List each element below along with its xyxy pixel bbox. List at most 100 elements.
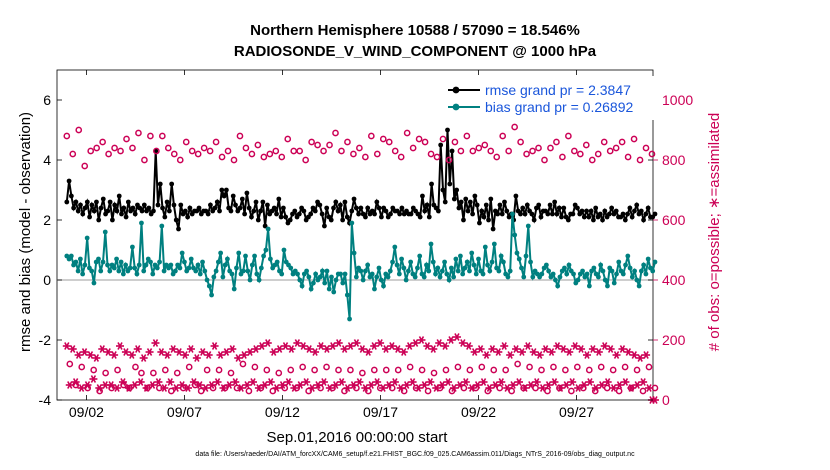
- obs-assimilated-point: [163, 351, 172, 359]
- data-point: [643, 271, 649, 277]
- data-point: [274, 259, 280, 265]
- data-point: [279, 271, 285, 277]
- data-point: [632, 268, 638, 274]
- asterisk-stroke: [551, 378, 558, 386]
- obs-assimilated-point: [473, 381, 482, 389]
- obs-assimilated-point: [65, 381, 74, 389]
- data-point: [543, 262, 549, 268]
- obs-assimilated-point: [337, 378, 346, 386]
- data-point: [344, 214, 350, 220]
- obs-possible-point: [588, 156, 596, 164]
- obs-assimilated-point: [387, 342, 396, 350]
- data-point: [107, 199, 113, 205]
- data-point: [202, 268, 208, 274]
- data-point: [71, 205, 77, 211]
- data-point: [609, 205, 615, 211]
- data-point: [331, 289, 337, 295]
- obs-assimilated-point: [523, 342, 532, 350]
- asterisk-stroke: [613, 351, 620, 359]
- data-point: [570, 211, 576, 217]
- y2-tick-label: 800: [662, 152, 686, 168]
- obs-possible-point: [624, 153, 632, 161]
- obs-assimilated-point: [417, 336, 426, 344]
- asterisk-stroke: [619, 345, 626, 353]
- obs-possible-point: [451, 138, 459, 146]
- data-point: [571, 271, 576, 277]
- obs-assimilated-point: [411, 339, 420, 347]
- obs-possible-point: [326, 141, 333, 149]
- obs-possible-point: [135, 129, 142, 137]
- obs-assimilated-point: [160, 384, 169, 392]
- asterisk-stroke: [149, 381, 156, 389]
- data-point: [463, 196, 469, 202]
- x-tick-label: 09/22: [461, 404, 496, 420]
- asterisk-stroke: [356, 378, 363, 386]
- obs-assimilated-point: [390, 378, 399, 386]
- data-point: [435, 208, 441, 214]
- obs-assimilated-point: [216, 351, 225, 359]
- obs-possible-point: [188, 147, 196, 155]
- data-point: [209, 292, 214, 298]
- obs-possible-point: [445, 156, 453, 164]
- data-point: [437, 274, 443, 280]
- asterisk-stroke: [78, 384, 85, 392]
- obs-assimilated-point: [231, 378, 240, 386]
- asterisk-stroke: [584, 351, 590, 359]
- obs-assimilated-point: [107, 381, 116, 389]
- data-point: [481, 214, 487, 220]
- obs-possible-point: [117, 147, 124, 155]
- data-point: [337, 202, 343, 208]
- asterisk-stroke: [327, 384, 333, 392]
- data-point: [625, 253, 631, 259]
- data-point: [490, 226, 496, 232]
- asterisk-stroke: [211, 342, 218, 350]
- asterisk-stroke: [120, 378, 126, 386]
- asterisk-stroke: [430, 345, 436, 353]
- obs-assimilated-point: [615, 381, 624, 389]
- asterisk-stroke: [575, 384, 581, 392]
- asterisk-stroke: [294, 339, 301, 347]
- data-point: [643, 211, 649, 217]
- obs-assimilated-point: [86, 351, 95, 359]
- obs-assimilated-point: [541, 345, 550, 353]
- data-point: [195, 262, 201, 268]
- asterisk-stroke: [330, 342, 336, 350]
- data-point: [552, 199, 558, 205]
- data-point: [177, 265, 183, 271]
- obs-assimilated-point: [624, 348, 633, 356]
- obs-assimilated-point: [582, 351, 591, 359]
- data-point: [580, 268, 585, 274]
- obs-assimilated-point: [195, 381, 204, 389]
- asterisk-stroke: [238, 384, 244, 392]
- data-point: [132, 265, 138, 271]
- obs-assimilated-point: [80, 348, 89, 356]
- data-point: [73, 199, 79, 205]
- obs-possible-point: [538, 366, 545, 374]
- obs-assimilated-point: [89, 375, 98, 383]
- obs-assimilated-point: [302, 378, 311, 386]
- data-point: [160, 205, 165, 211]
- data-point: [584, 208, 589, 214]
- data-point: [107, 268, 113, 274]
- obs-assimilated-point: [62, 342, 71, 350]
- data-point: [514, 250, 520, 256]
- asterisk-stroke: [126, 384, 132, 392]
- obs-assimilated-point: [346, 342, 355, 350]
- obs-assimilated-point: [435, 339, 444, 347]
- data-point: [623, 262, 628, 268]
- obs-possible-point: [206, 147, 214, 155]
- obs-possible-point: [123, 135, 130, 143]
- obs-assimilated-point: [281, 342, 290, 350]
- asterisk-stroke: [93, 354, 100, 362]
- asterisk-stroke: [554, 342, 561, 350]
- data-point: [292, 208, 298, 214]
- data-point: [473, 271, 479, 277]
- obs-possible-point: [138, 369, 145, 377]
- obs-possible-point: [161, 366, 169, 374]
- asterisk-stroke: [306, 345, 312, 353]
- data-point: [415, 265, 420, 271]
- data-point: [329, 274, 334, 280]
- obs-assimilated-point: [461, 378, 470, 386]
- asterisk-stroke: [333, 381, 339, 389]
- data-point: [123, 214, 129, 220]
